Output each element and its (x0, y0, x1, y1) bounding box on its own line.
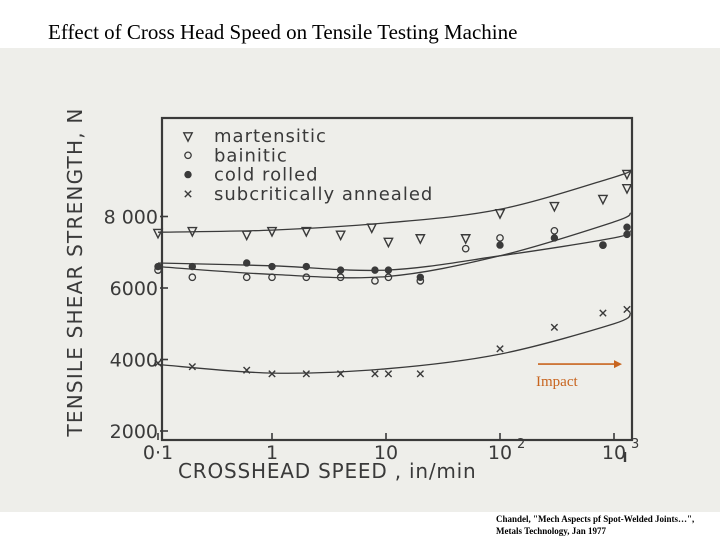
point-cold-rolled (268, 262, 276, 271)
point-subcritically-annealed (496, 345, 504, 353)
point-cold-rolled (416, 273, 425, 281)
point-martensitic (152, 228, 164, 240)
legend-marker-cold-rolled (184, 170, 192, 179)
legend-marker-bainitic (184, 151, 192, 160)
source-citation-line-2: Metals Technology, Jan 1977 (496, 526, 607, 536)
y-tick-label-4000: 4000 (110, 350, 158, 372)
legend-label-subcritically-annealed: subcritically annealed (214, 184, 433, 205)
point-subcritically-annealed (623, 305, 631, 314)
point-cold-rolled (336, 266, 345, 274)
x-tick-label-1000: 10 (602, 442, 626, 464)
point-cold-rolled (623, 223, 631, 231)
point-subcritically-annealed (416, 370, 425, 378)
x-tick-exponent-100: 2 (517, 437, 525, 452)
point-martensitic (460, 234, 472, 245)
point-cold-rolled (371, 266, 379, 274)
x-tick-label-0.1: 0·1 (143, 442, 173, 464)
legend-marker-martensitic (182, 132, 194, 143)
x-tick-label-100: 10 (488, 442, 512, 464)
source-citation: Chandel, "Mech Aspects pf Spot-Welded Jo… (496, 513, 720, 537)
x-tick-label-10: 10 (374, 442, 398, 464)
point-subcritically-annealed (268, 370, 276, 378)
y-tick-label-2000: 2000 (110, 421, 158, 443)
impact-label: Impact (536, 374, 578, 390)
point-bainitic (384, 273, 393, 282)
x-tick-exponent-1000: 3 (631, 437, 639, 452)
point-martensitic (414, 234, 426, 245)
point-martensitic (494, 209, 506, 220)
point-cold-rolled (550, 234, 559, 242)
point-bainitic (461, 244, 470, 253)
legend-marker-subcritically-annealed (184, 190, 192, 198)
point-bainitic (188, 273, 197, 282)
point-martensitic (300, 226, 312, 238)
legend-label-martensitic: martensitic (214, 126, 327, 147)
point-martensitic (549, 201, 560, 213)
point-cold-rolled (384, 266, 393, 274)
point-subcritically-annealed (154, 359, 162, 367)
curve-cold-rolled (157, 230, 632, 272)
point-subcritically-annealed (384, 370, 393, 378)
point-bainitic (242, 273, 251, 282)
point-cold-rolled (599, 241, 607, 249)
point-martensitic (383, 237, 394, 249)
point-subcritically-annealed (599, 309, 607, 317)
point-subcritically-annealed (188, 362, 197, 371)
point-bainitic (336, 273, 345, 282)
point-cold-rolled (623, 230, 631, 239)
point-bainitic (496, 234, 504, 242)
point-martensitic (186, 226, 198, 238)
point-cold-rolled (302, 262, 311, 271)
point-subcritically-annealed (550, 323, 559, 332)
y-tick-label-6000: 6000 (110, 278, 158, 300)
point-martensitic (335, 230, 346, 242)
plot-frame (160, 116, 634, 442)
point-cold-rolled (243, 259, 251, 267)
x-axis-label: CROSSHEAD SPEED , in/min (178, 459, 477, 483)
point-cold-rolled (496, 241, 504, 249)
point-bainitic (302, 273, 311, 282)
point-subcritically-annealed (302, 370, 311, 378)
point-bainitic (550, 226, 559, 235)
point-martensitic (266, 226, 278, 238)
scanned-figure-background (0, 48, 720, 512)
point-martensitic (621, 169, 633, 181)
point-subcritically-annealed (336, 370, 345, 378)
point-subcritically-annealed (371, 370, 379, 378)
point-bainitic (268, 273, 276, 282)
y-axis-label: TENSILE SHEAR STRENGTH, N (63, 108, 87, 438)
legend-label-bainitic: bainitic (214, 145, 288, 166)
slide-title: Effect of Cross Head Speed on Tensile Te… (48, 20, 518, 44)
curve-bainitic (157, 212, 632, 279)
point-cold-rolled (154, 262, 162, 271)
curve-subcritically-annealed (157, 312, 632, 374)
impact-arrow-head (614, 360, 622, 369)
impact-annotation: Impact (536, 360, 627, 462)
point-cold-rolled (188, 262, 197, 271)
point-martensitic (597, 194, 609, 206)
legend-label-cold-rolled: cold rolled (214, 165, 319, 186)
point-bainitic (371, 276, 379, 285)
point-martensitic (366, 223, 378, 234)
curve-martensitic (157, 169, 632, 233)
x-tick-label-1: 1 (266, 442, 278, 464)
point-martensitic (241, 230, 253, 242)
y-tick-label-8000: 8 000 (104, 207, 158, 229)
source-citation-line-1: Chandel, "Mech Aspects pf Spot-Welded Jo… (496, 514, 695, 524)
point-martensitic (621, 183, 633, 195)
point-subcritically-annealed (243, 366, 251, 374)
